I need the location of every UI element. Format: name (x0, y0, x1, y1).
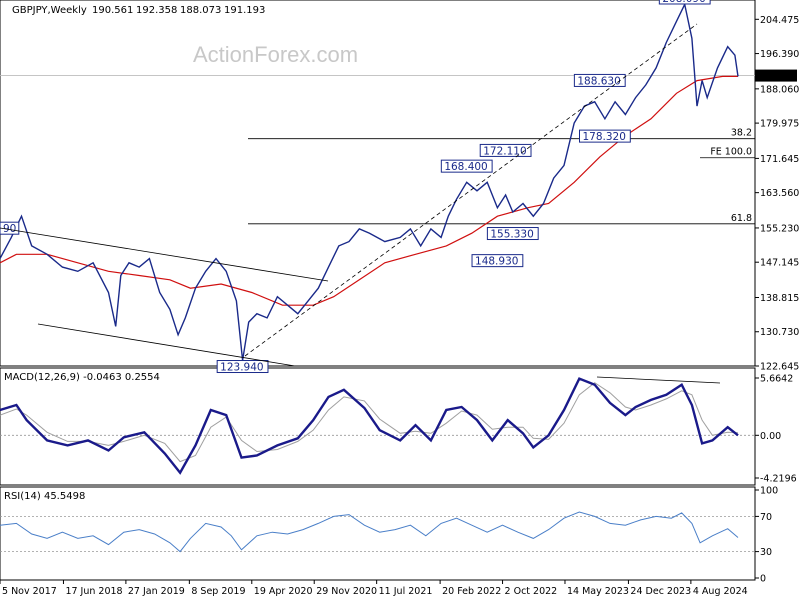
price-label: 208.090 (662, 0, 705, 5)
price-y-tick-label: 171.645 (760, 154, 799, 165)
macd-y-tick-label: -4.2196 (760, 474, 797, 485)
price-y-tick-label: 179.975 (760, 119, 799, 130)
x-tick-label: 4 Aug 2024 (693, 586, 748, 597)
macd-title: MACD(12,26,9) -0.0463 0.2554 (4, 372, 160, 383)
x-tick-label: 17 Jun 2018 (65, 586, 122, 597)
price-label-box (216, 360, 269, 374)
lower-channel-line (37, 323, 296, 367)
rsi-y-tick-label: 100 (760, 486, 778, 497)
macd-layer: MACD(12,26,9) -0.0463 0.2554 5.6642 0.00 -… (0, 372, 797, 485)
price-label-box (440, 159, 493, 173)
last-price-tag-bg (755, 69, 797, 82)
macd-panel (0, 367, 756, 486)
price-label: 178.320 (582, 131, 625, 143)
x-tick-label: 2 Oct 2022 (505, 586, 558, 597)
price-label-box (0, 221, 20, 235)
last-price-tag: 191.193 (758, 71, 797, 82)
x-tick-label: 24 Dec 2023 (630, 586, 691, 597)
fib-level-label: 61.8 (731, 213, 752, 224)
price-y-tick-label: 188.060 (760, 84, 799, 95)
price-y-tick-label: 138.815 (760, 293, 799, 304)
x-tick-label: 14 May 2023 (567, 586, 629, 597)
x-tick-label: 8 Sep 2019 (191, 586, 245, 597)
fib-level-label: FE 100.0 (710, 147, 752, 158)
header-symbol: GBPJPY,Weekly (12, 5, 87, 16)
header-close: 191.193 (224, 5, 265, 16)
price-line (0, 2, 739, 361)
rsi-title: RSI(14) 45.5498 (4, 491, 85, 502)
rsi-line (0, 511, 739, 553)
price-label-box (658, 0, 711, 5)
rsi-y-tick-label: 0 (760, 574, 766, 585)
x-tick-label: 29 Nov 2020 (316, 586, 377, 597)
x-tick-label: 20 Feb 2022 (442, 586, 501, 597)
fib-level-label: 38.2 (731, 128, 752, 139)
x-tick-label: 11 Jul 2021 (379, 586, 433, 597)
price-label: 168.400 (444, 161, 487, 173)
price-y-tick-label: 155.230 (760, 223, 799, 234)
x-tick-label: 19 Apr 2020 (254, 586, 313, 597)
price-label-box (479, 143, 532, 157)
macd-line (0, 377, 739, 475)
price-y-tick-label: 147.145 (760, 258, 799, 269)
price-panel (0, 0, 756, 367)
rsi-panel (0, 486, 756, 581)
price-y-tick-label: 163.560 (760, 188, 799, 199)
dashed-projection-line (244, 23, 698, 357)
price-y-tick-label: 130.730 (760, 327, 799, 338)
header-open: 190.561 (92, 5, 133, 16)
price-y-tick-label: 204.475 (760, 15, 799, 26)
price-label-box (471, 254, 524, 268)
watermark: ActionForex.com (193, 42, 358, 67)
chart-header: GBPJPY,Weekly 190.561 192.358 188.073 19… (12, 5, 265, 16)
price-label: 172.110 (483, 145, 526, 157)
upper-channel-line (0, 227, 329, 282)
macd-y-tick-label: 5.6642 (760, 374, 793, 385)
price-label: 148.930 (475, 256, 518, 268)
sma-line (0, 75, 738, 306)
header-high: 192.358 (136, 5, 177, 16)
macd-y-tick-label: 0.00 (760, 431, 781, 442)
trendlines (0, 23, 721, 384)
price-label-box (573, 73, 626, 87)
price-layer: 204.475 196.390 188.060 179.975 171.645 163.5… (0, 0, 799, 374)
rsi-y-tick-label: 70 (760, 512, 772, 523)
x-tick-label: 27 Jan 2019 (128, 586, 185, 597)
price-label: 155.330 (490, 229, 533, 241)
rsi-y-tick-label: 30 (760, 547, 772, 558)
macd-divergence-line (596, 376, 721, 384)
price-y-tick-label: 122.645 (760, 362, 799, 373)
price-label-box (486, 227, 539, 241)
price-y-tick-label: 196.390 (760, 49, 799, 60)
price-label: 188.630 (577, 75, 620, 87)
x-axis: 5 Nov 2017 17 Jun 2018 27 Jan 2019 8 Sep 20… (0, 580, 748, 597)
price-label-box (578, 129, 631, 143)
price-label: 123.940 (220, 362, 263, 374)
header-low: 188.073 (180, 5, 221, 16)
rsi-layer: RSI(14) 45.5498 100 70 30 0 (0, 486, 778, 585)
x-tick-label: 5 Nov 2017 (2, 586, 57, 597)
